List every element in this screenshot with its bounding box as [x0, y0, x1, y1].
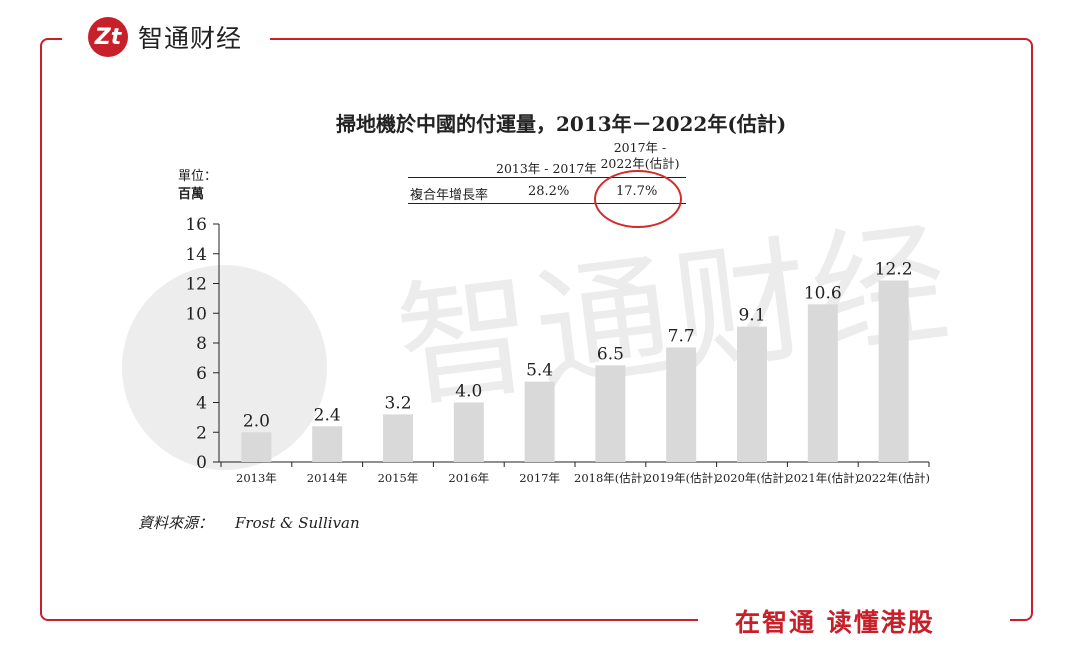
cagr-col1-header: 2013年 - 2017年: [496, 161, 597, 176]
frame-gap-bottom: [698, 610, 1010, 634]
y-tick-label: 6: [196, 364, 207, 384]
x-tick-label: 2022年(估計): [857, 471, 930, 485]
y-unit-label-2: 百萬: [178, 187, 205, 202]
y-unit-label: 單位： 百萬: [178, 168, 217, 204]
bar-value-label: 3.2: [384, 393, 411, 413]
x-tick-label: 2020年(估計): [716, 471, 789, 485]
cagr-col2-header-line1: 2017年 -: [613, 140, 667, 155]
cagr-row-label: 複合年增長率: [410, 188, 489, 203]
source-label: 資料來源：: [138, 514, 214, 532]
x-tick-label: 2014年: [307, 471, 348, 485]
x-tick-label: 2019年(估計): [645, 471, 718, 485]
cagr-rule-bottom: [408, 203, 686, 204]
card-frame: [40, 38, 1033, 621]
bar: [241, 432, 272, 462]
y-tick-label: 12: [185, 275, 207, 295]
bar: [595, 365, 626, 462]
cagr-col2-header-line2: 2022年(估計): [600, 156, 680, 171]
bar: [807, 304, 838, 462]
y-tick-label: 8: [196, 334, 207, 354]
bar-value-label: 7.7: [668, 326, 695, 346]
bar: [666, 347, 697, 462]
x-tick-label: 2018年(估計): [574, 471, 647, 485]
cagr-col1-value: 28.2%: [528, 184, 570, 199]
chart-title: 掃地機於中國的付運量，2013年－2022年(估計): [336, 112, 787, 136]
cagr-col2-header: 2017年 - 2022年(估計): [600, 140, 680, 172]
source-note: 資料來源： Frost & Sullivan: [138, 512, 360, 533]
watermark-logo-circle: [122, 265, 327, 470]
x-tick-label: 2017年: [519, 471, 560, 485]
x-tick-label: 2013年: [236, 471, 277, 485]
x-tick-label: 2016年: [448, 471, 489, 485]
y-unit-label-1: 單位：: [178, 169, 218, 184]
bar: [878, 280, 909, 462]
bar-value-label: 10.6: [804, 283, 842, 303]
x-tick-label: 2015年: [378, 471, 419, 485]
y-tick-label: 4: [196, 394, 207, 414]
highlight-circle: [594, 170, 682, 228]
slogan: 在智通 读懂港股: [735, 608, 935, 637]
bar: [524, 381, 555, 462]
cagr-rule-top: [408, 177, 686, 178]
bar-value-label: 2.0: [243, 411, 270, 431]
bar-value-label: 6.5: [597, 344, 624, 364]
bar-value-label: 4.0: [455, 382, 482, 402]
y-tick-label: 2: [196, 423, 207, 443]
bar-value-label: 9.1: [738, 306, 765, 326]
source-value: Frost & Sullivan: [235, 514, 360, 532]
y-tick-label: 14: [185, 245, 207, 265]
x-tick-label: 2021年(估計): [786, 471, 859, 485]
bar: [383, 414, 413, 462]
brand-logo: Zt 智通财经: [88, 17, 242, 57]
bar-value-label: 2.4: [314, 405, 341, 425]
y-tick-label: 0: [196, 453, 207, 473]
bar: [737, 326, 767, 462]
y-tick-label: 10: [185, 304, 207, 324]
bar-value-label: 12.2: [875, 260, 913, 280]
y-tick-label: 16: [185, 215, 207, 235]
brand-name: 智通财经: [138, 24, 243, 53]
brand-logo-icon: Zt: [88, 17, 128, 57]
bar: [453, 402, 484, 462]
bar-value-label: 5.4: [526, 361, 553, 381]
bar: [312, 426, 343, 462]
